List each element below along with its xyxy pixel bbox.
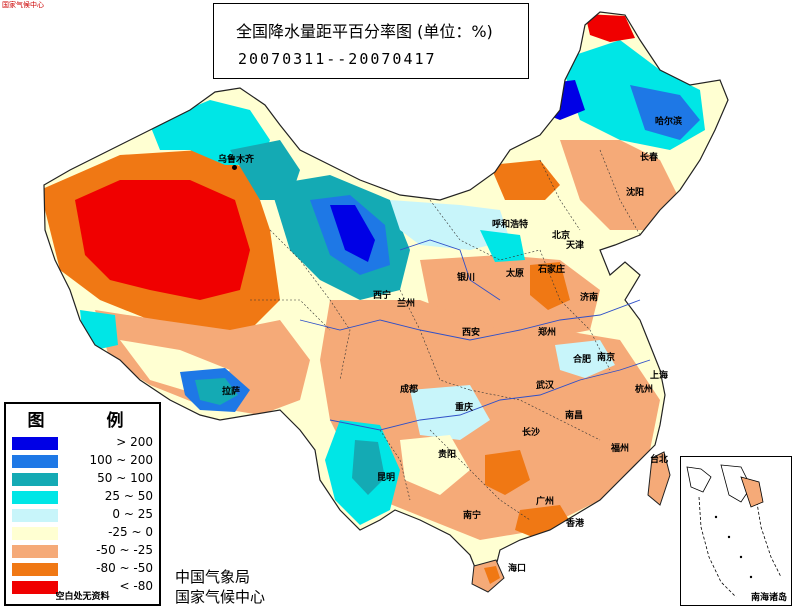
legend-label: -80 ~ -50: [96, 561, 153, 575]
city-label: 呼和浩特: [492, 220, 529, 230]
country-outline: [43, 11, 729, 581]
zone-shijiazhuang-orange: [530, 262, 570, 310]
city-label: 西安: [462, 328, 481, 338]
legend-swatch: [12, 437, 58, 450]
legend-swatch: [12, 527, 58, 540]
legend-item: -50 ~ -25: [12, 543, 157, 561]
zone-gansu-core: [330, 205, 375, 262]
legend-swatch: [12, 563, 58, 576]
taiwan-island: [647, 451, 671, 506]
rivers: [299, 239, 651, 431]
city-label: 太原: [506, 269, 525, 279]
south-china-sea-inset: 南海诸岛: [680, 456, 792, 606]
city-label: 长沙: [522, 428, 541, 438]
city-label: 广州: [536, 497, 555, 507]
legend-label: < -80: [119, 579, 153, 593]
city-label: 合肥: [573, 355, 592, 365]
legend-label: -25 ~ 0: [108, 525, 153, 539]
city-label: 福州: [611, 444, 630, 454]
city-label: 天津: [566, 241, 585, 251]
zone-im-lightcyan: [390, 200, 510, 250]
zone-yunnan-teal: [352, 440, 385, 495]
city-label: 南宁: [463, 511, 482, 521]
city-label: 昆明: [377, 473, 396, 483]
city-label: 长春: [640, 153, 659, 163]
legend-swatch: [12, 491, 58, 504]
legend-item: 50 ~ 100: [12, 471, 157, 489]
city-label: 重庆: [455, 403, 474, 413]
city-label: 武汉: [536, 381, 555, 391]
legend-swatch: [12, 545, 58, 558]
city-label: 台北: [650, 455, 669, 465]
zone-guizhou-yellow: [400, 435, 470, 495]
legend-label: > 200: [116, 435, 153, 449]
city-label: 西宁: [373, 291, 392, 301]
city-label: 哈尔滨: [655, 117, 683, 127]
legend-footnote: 空白处无资料: [55, 592, 110, 602]
inset-map: [683, 459, 789, 605]
legend-title: 图 例: [27, 411, 152, 431]
city-label: 郑州: [538, 328, 557, 338]
city-label: 银川: [457, 273, 476, 283]
title-box: 全国降水量距平百分率图 (单位：%) 20070311--20070417: [213, 3, 529, 79]
legend-item: -25 ~ 0: [12, 525, 157, 543]
city-label: 上海: [650, 371, 669, 381]
zone-ne-lightorange: [560, 140, 680, 230]
legend-item: < -80: [12, 579, 157, 597]
legend-label: 0 ~ 25: [112, 507, 153, 521]
city-label: 兰州: [397, 299, 416, 309]
city-label: 杭州: [635, 385, 654, 395]
legend-item: 25 ~ 50: [12, 489, 157, 507]
legend: 图 例 > 200 100 ~ 200 50 ~ 100 25 ~ 50 0 ~…: [4, 402, 161, 606]
legend-item: 100 ~ 200: [12, 453, 157, 471]
province-borders: [250, 149, 641, 521]
legend-label: 100 ~ 200: [89, 453, 154, 467]
zone-mohe-red: [585, 14, 635, 42]
legend-label: 25 ~ 50: [104, 489, 153, 503]
city-label: 成都: [400, 385, 419, 395]
city-label: 海口: [508, 564, 527, 574]
inset-label: 南海诸岛: [750, 593, 787, 603]
zone-chongqing-lightcyan: [410, 385, 490, 440]
city-label: 济南: [580, 293, 599, 303]
legend-swatch: [12, 455, 58, 468]
zone-lhasa-teal: [195, 378, 238, 405]
zone-taiyuan-cyan: [480, 230, 525, 262]
legend-label: 50 ~ 100: [97, 471, 153, 485]
city-dot: [232, 165, 237, 170]
zone-red-nw: [75, 180, 250, 300]
city-label: 南昌: [565, 411, 584, 421]
legend-item: > 200: [12, 435, 157, 453]
city-label: 石家庄: [538, 265, 566, 275]
zone-hunan-orange: [485, 450, 530, 495]
legend-item: 0 ~ 25: [12, 507, 157, 525]
hainan-orange: [484, 566, 500, 584]
legend-label: -50 ~ -25: [96, 543, 153, 557]
legend-swatch: [12, 509, 58, 522]
legend-swatch: [12, 473, 58, 486]
city-label: 南京: [597, 353, 616, 363]
city-label: 拉萨: [222, 387, 241, 397]
zone-hlj-blue: [630, 85, 700, 140]
city-label: 沈阳: [626, 188, 645, 198]
agency-line-2: 国家气候中心: [175, 588, 266, 606]
city-label: 香港: [566, 519, 585, 529]
agency-line-1: 中国气象局: [175, 568, 251, 586]
city-label: 乌鲁木齐: [218, 155, 255, 165]
corner-stamp: 国家气候中心: [2, 1, 44, 9]
date-range: 20070311--20070417: [238, 50, 437, 68]
zone-jiangsu-lightcyan: [555, 340, 615, 378]
city-label: 贵阳: [438, 450, 457, 460]
legend-swatch: [12, 581, 58, 594]
map-title: 全国降水量距平百分率图 (单位：%): [236, 22, 493, 41]
zone-ne-orange: [490, 160, 560, 200]
city-label: 北京: [552, 231, 571, 241]
legend-item: -80 ~ -50: [12, 561, 157, 579]
